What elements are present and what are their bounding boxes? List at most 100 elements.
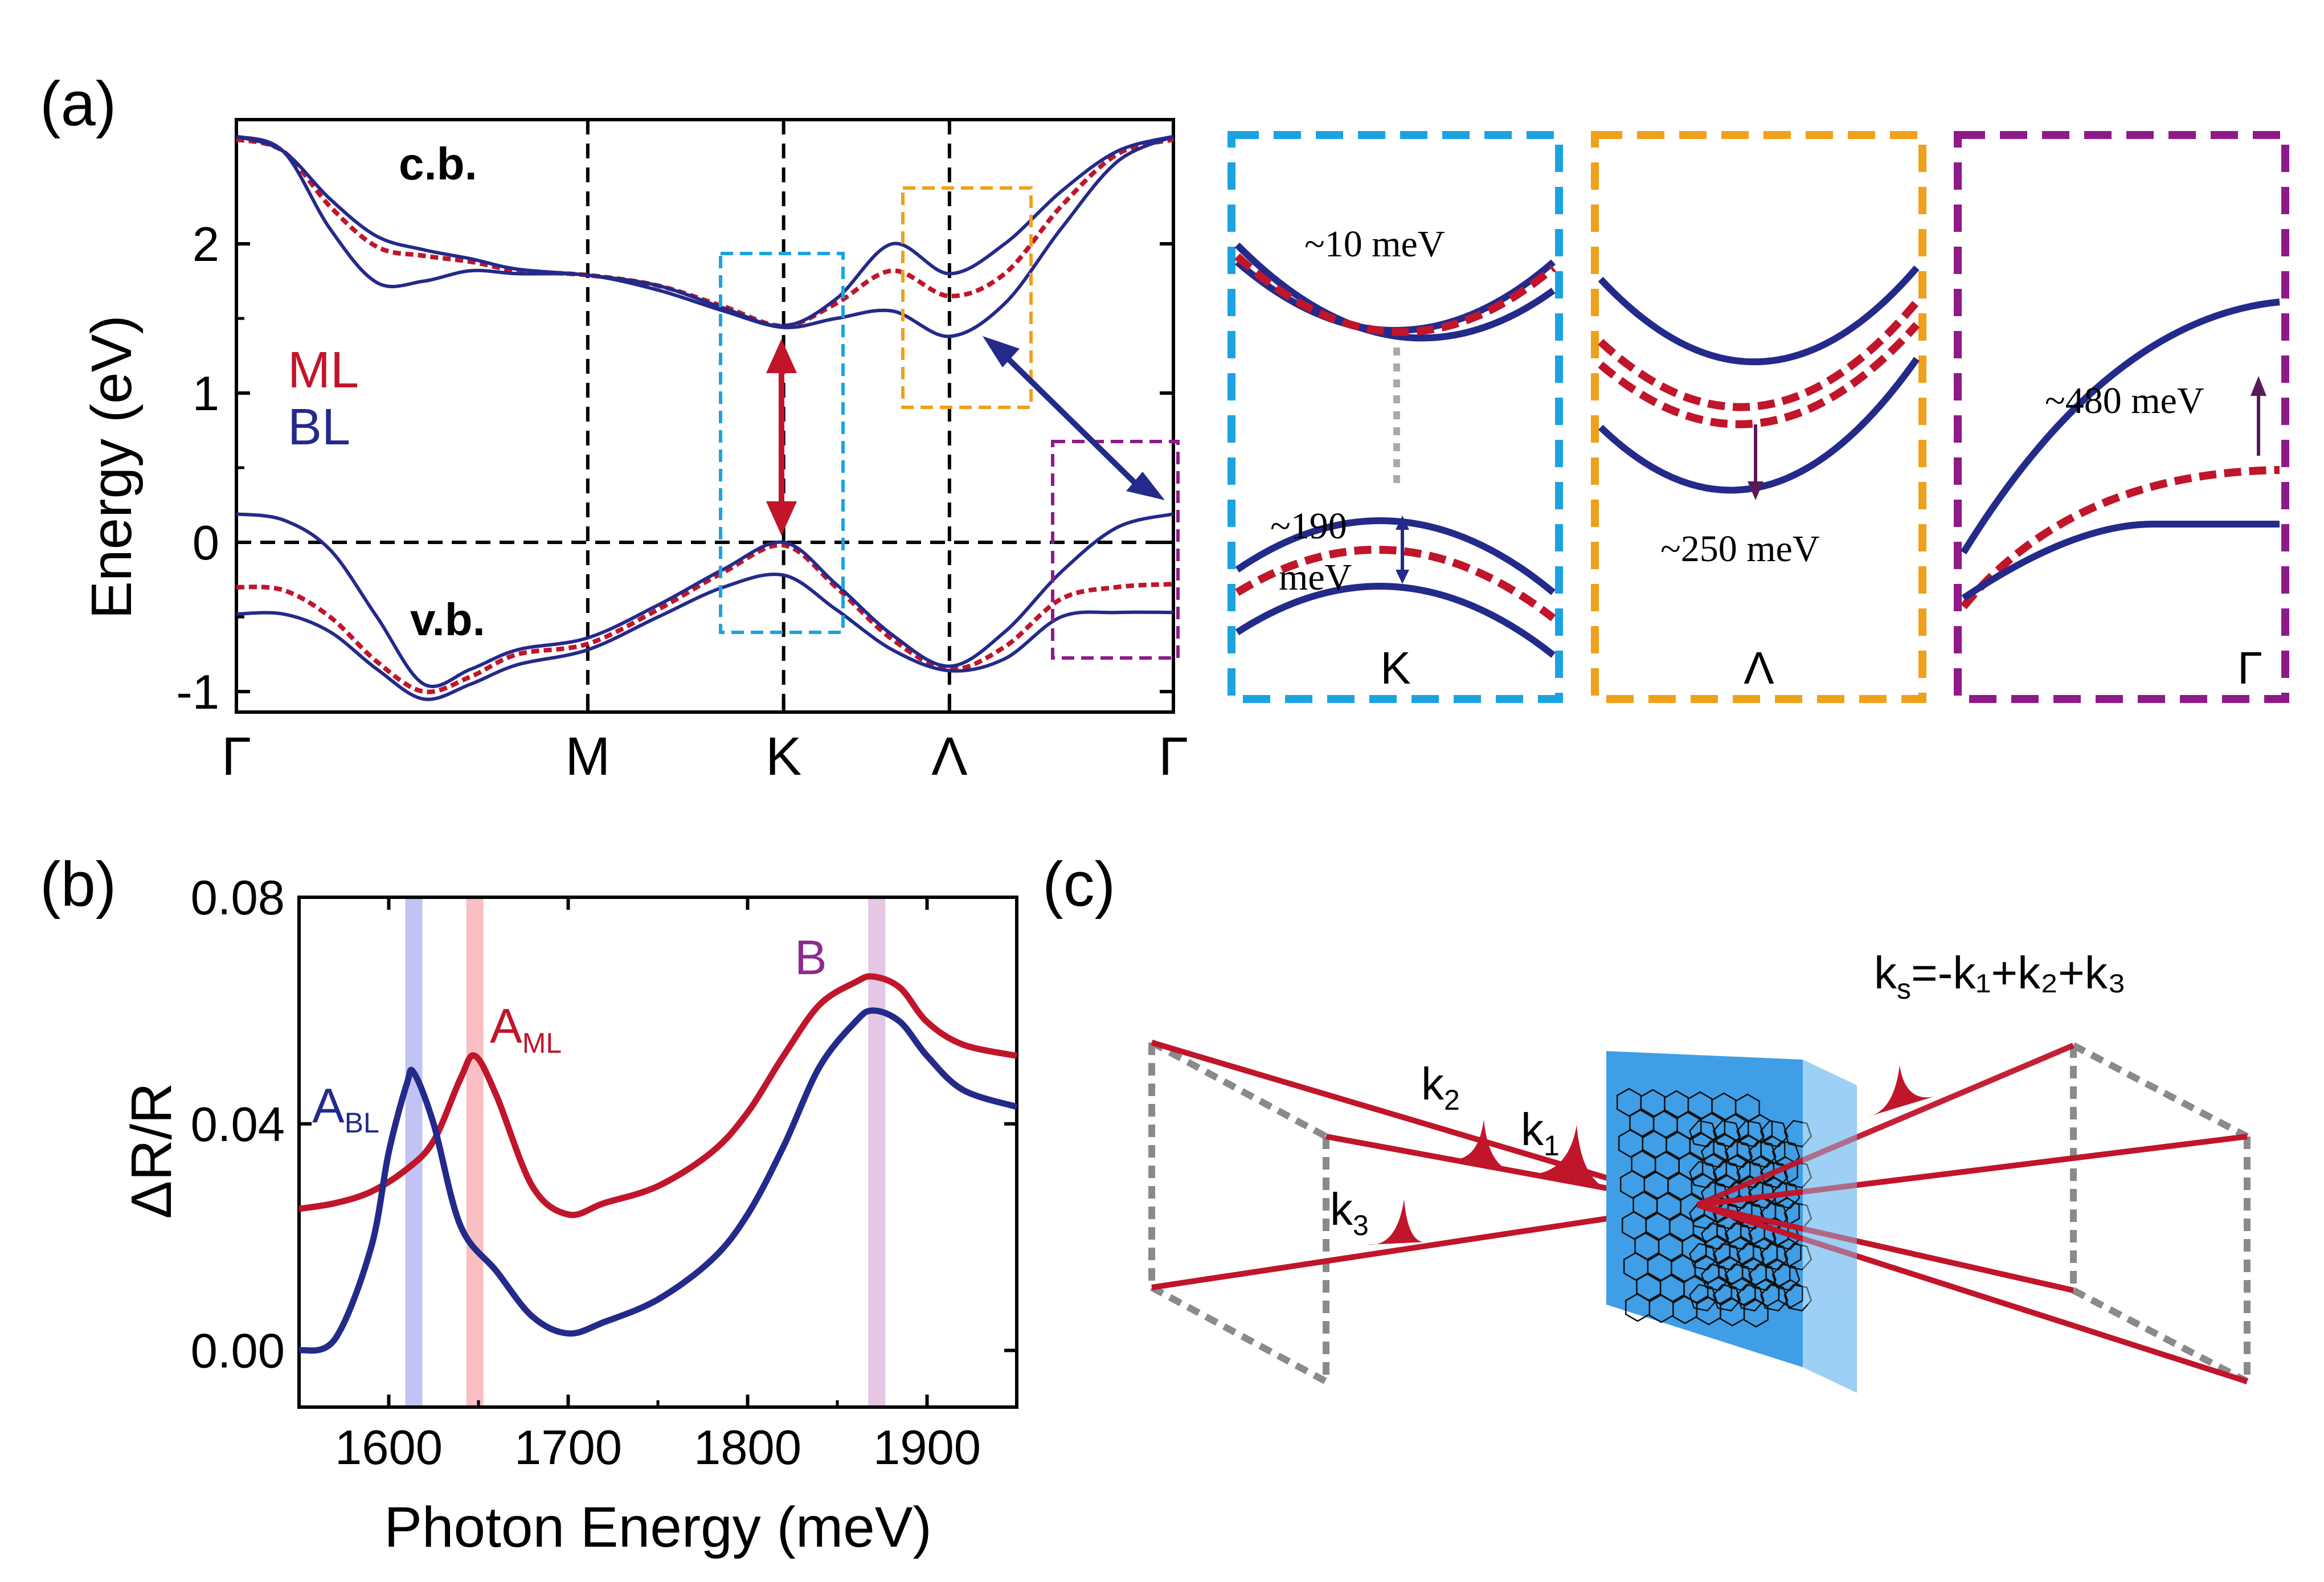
- k-vb-bl-upper: [1235, 517, 1556, 595]
- y-tick-label: 0.00: [191, 1325, 285, 1379]
- kpoint-label: Λ: [931, 726, 967, 787]
- panel-a-label: (a): [40, 69, 116, 139]
- k-inset-frame: [1228, 131, 1563, 703]
- hexagon-cell-layer2: [1783, 1242, 1812, 1271]
- hexagon-cell: [1760, 1135, 1786, 1165]
- hexagon-cell-layer2: [1724, 1263, 1753, 1291]
- hexagon-cell-layer2: [1712, 1119, 1741, 1148]
- k-splitting-arrow: [1396, 516, 1409, 584]
- band-bl-v-b-lower: [236, 573, 1174, 701]
- k2-label: k2: [1421, 1058, 1460, 1116]
- pulses: [1367, 1065, 1934, 1245]
- left-beam-frame: [1148, 1039, 1329, 1385]
- a-bl-label: ABL: [312, 1079, 379, 1139]
- band-curves: [236, 134, 1175, 701]
- hexagon-cell-layer2: [1700, 1263, 1729, 1291]
- hexagon-cell: [1672, 1295, 1698, 1325]
- legend-bl: BL: [288, 399, 350, 456]
- beam-out-1: [1696, 1202, 2248, 1384]
- gamma-vb-ml: [1960, 466, 2280, 610]
- panel-b-label: (b): [40, 849, 116, 919]
- hexagon-cell: [1718, 1256, 1744, 1286]
- band-plot-frame: [235, 118, 1175, 714]
- gamma-highlight-box: [1051, 440, 1180, 660]
- k-vb-bl-lower: [1235, 583, 1556, 658]
- hexagon-cell-layer2: [1689, 1283, 1717, 1312]
- x-tick-label: 1600: [335, 1421, 443, 1475]
- hexagonal-lattice: [1616, 1088, 1812, 1328]
- band-grid: [235, 120, 1175, 712]
- hexagon-cell: [1648, 1294, 1674, 1323]
- band-bl-c-b-lower: [236, 134, 1175, 338]
- hexagon-cell: [1618, 1129, 1644, 1158]
- kpoint-label: Γ: [1159, 726, 1188, 787]
- hexagon-cell: [1713, 1133, 1738, 1163]
- hexagon-cell-layer2: [1724, 1222, 1753, 1250]
- hexagon-cell-layer2: [1689, 1119, 1717, 1148]
- reflectance-plot: 1600 1700 1800 1900 0.00 0.04 0.08 Photon Ener…: [120, 871, 1018, 1559]
- k-vb-ml: [1235, 546, 1556, 622]
- kpoint-label: M: [565, 726, 610, 787]
- pulse-ks: [1868, 1065, 1934, 1117]
- band-ml-v-b-: [236, 542, 1174, 694]
- bl-indirect-gap-arrow: [983, 336, 1165, 500]
- vb-label: v.b.: [410, 594, 485, 645]
- hexagon-cell: [1640, 1089, 1666, 1118]
- hexagon-cell-layer2: [1700, 1140, 1729, 1168]
- hexagon-cell-layer2: [1748, 1181, 1777, 1209]
- spectrum-ylabel: ΔR/R: [120, 1082, 183, 1219]
- x-tick-label: 1700: [514, 1421, 622, 1475]
- four-wave-mixing-geometry: k2 k1 k3 ks=-k₁+k₂+k₃: [1148, 947, 2251, 1393]
- hexagon-cell: [1645, 1212, 1671, 1241]
- lambda-ann: ~250 meV: [1660, 528, 1820, 570]
- gamma-ann: ~480 meV: [2045, 380, 2204, 422]
- k-cb-bl-upper: [1234, 242, 1556, 342]
- hexagon-cell-layer2: [1736, 1242, 1765, 1271]
- hexagon-cell-layer2: [1689, 1160, 1717, 1189]
- gamma-vb-bl-upper: [1960, 299, 2280, 555]
- hexagon-cell-layer2: [1736, 1160, 1765, 1189]
- hexagon-cell-layer2: [1712, 1283, 1741, 1312]
- y-tick-label: 0.04: [191, 1098, 285, 1152]
- hexagon-cell: [1623, 1252, 1649, 1281]
- hexagon-cell: [1616, 1088, 1642, 1117]
- pulse-k1: [1538, 1125, 1601, 1185]
- resonance-bands: [405, 897, 886, 1407]
- y-tick-label: 0.08: [191, 871, 285, 925]
- outgoing-beams: [1696, 1043, 2248, 1384]
- ml-gap-arrow: [766, 339, 797, 535]
- panel-c-label: (c): [1042, 849, 1115, 919]
- y-tick-label: 1: [193, 367, 219, 421]
- band-ml-c-b-: [236, 137, 1175, 329]
- k-highlight-box: [719, 252, 845, 634]
- hexagon-cell-layer2: [1783, 1119, 1812, 1148]
- hexagon-cell-layer2: [1736, 1119, 1765, 1148]
- kpoint-label: K: [766, 726, 801, 787]
- hexagon-cell-layer2: [1771, 1263, 1801, 1291]
- gamma-inset: ~480 meV Γ: [1954, 131, 2289, 703]
- hexagon-cell-layer2: [1736, 1283, 1765, 1312]
- hexagon-cell: [1642, 1130, 1667, 1159]
- gamma-inset-label: Γ: [2237, 643, 2262, 693]
- x-tick-label: 1800: [694, 1421, 801, 1475]
- gamma-inset-frame: [1954, 131, 2289, 703]
- hexagon-cell-layer2: [1760, 1242, 1789, 1271]
- band-bl-c-b-upper: [236, 134, 1174, 328]
- band-structure-plot: 2 1 0 -1 Γ M K Λ Γ c.b. v.b. ML BL: [176, 118, 1188, 787]
- beam-out-2: [1697, 1134, 2248, 1208]
- gamma-shift-arrow: [2251, 376, 2266, 456]
- hexagon-cell: [1687, 1091, 1713, 1121]
- y-tick-label: -1: [176, 665, 219, 720]
- b-peak-label: B: [795, 931, 827, 985]
- lambda-cb-ml-1: [1598, 299, 1920, 411]
- band-b: [868, 897, 886, 1407]
- cb-label: c.b.: [399, 138, 477, 189]
- a-ml-label: AML: [490, 999, 562, 1059]
- hexagon-cell: [1621, 1211, 1647, 1240]
- band-bl-v-b-upper: [236, 512, 1174, 689]
- gamma-vb-bl-lower: [1961, 521, 2280, 601]
- k-inset: ~10 meV ~190 meV K: [1228, 131, 1563, 703]
- pulse-k2: [1450, 1119, 1509, 1171]
- hexagon-cell: [1762, 1176, 1787, 1206]
- band-a_ml: [466, 897, 484, 1407]
